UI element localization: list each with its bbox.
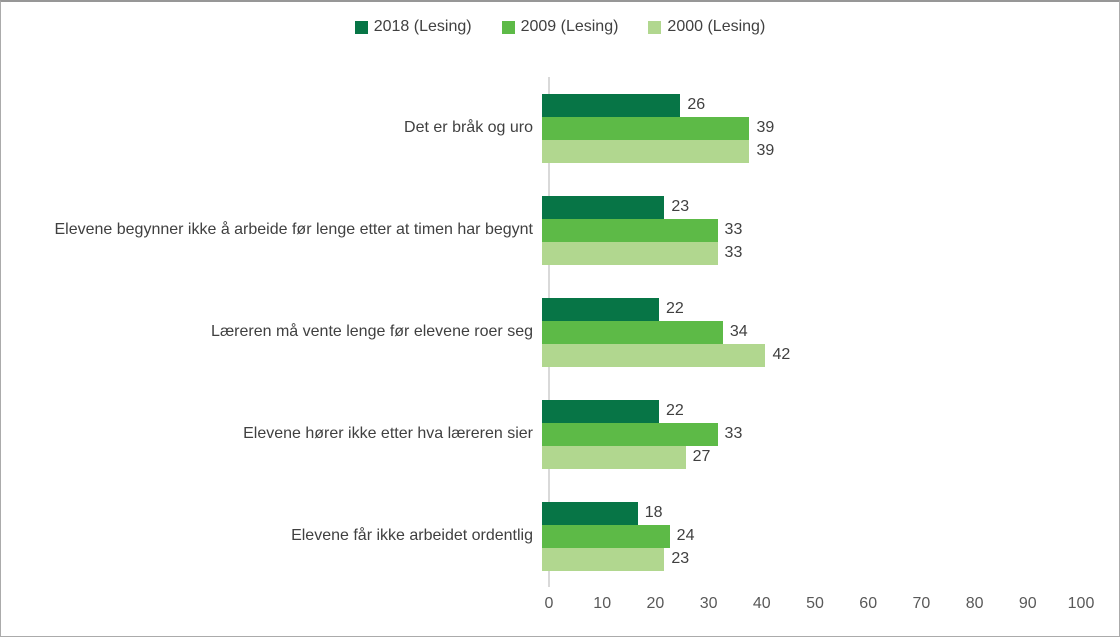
- bar-value-label: 39: [756, 142, 775, 159]
- bar: [542, 297, 660, 321]
- legend-swatch-icon: [648, 20, 662, 34]
- legend-item: 2000 (Lesing): [648, 18, 765, 36]
- chart-legend: 2018 (Lesing) 2009 (Lesing) 2000 (Lesing): [1, 18, 1119, 36]
- bars-group: 26 39 39: [542, 93, 1074, 163]
- x-tick-label: 60: [859, 595, 878, 612]
- x-tick-label: 50: [806, 595, 824, 612]
- bar: [542, 501, 638, 525]
- x-tick-label: 20: [646, 595, 665, 612]
- category-label: Elevene får ikke arbeidet ordentlig: [291, 527, 533, 544]
- x-tick-label: 80: [965, 595, 984, 612]
- bar: [542, 422, 718, 446]
- bar-row: 33: [542, 241, 1074, 265]
- bar-value-label: 23: [671, 550, 690, 567]
- bar-value-label: 27: [692, 448, 711, 465]
- bar-row: 34: [542, 320, 1074, 344]
- category-row: Det er bråk og uro 26 39 39: [1, 77, 1081, 179]
- x-tick-label: 90: [1018, 595, 1037, 612]
- bar-row: 24: [542, 524, 1074, 548]
- category-label: Læreren må vente lenge før elevene roer …: [211, 323, 533, 340]
- category-row: Elevene får ikke arbeidet ordentlig 18 24 2…: [1, 485, 1081, 587]
- x-tick-label: 70: [912, 595, 931, 612]
- legend-swatch-icon: [501, 20, 515, 34]
- plot-area: Det er bråk og uro 26 39 39 Elevene begynner…: [1, 77, 1081, 587]
- legend-item: 2018 (Lesing): [354, 18, 472, 36]
- bar-value-label: 22: [666, 300, 684, 317]
- bar-row: 42: [542, 343, 1074, 367]
- bar: [542, 241, 718, 265]
- category-label: Elevene begynner ikke å arbeide før leng…: [54, 221, 533, 238]
- bar: [542, 218, 718, 242]
- category-label-cell: Elevene får ikke arbeidet ordentlig: [1, 526, 542, 546]
- bar-row: 23: [542, 195, 1074, 219]
- bar-row: 39: [542, 116, 1074, 140]
- category-label-cell: Læreren må vente lenge før elevene roer …: [1, 322, 542, 342]
- bar: [542, 524, 670, 548]
- bar-row: 33: [542, 422, 1074, 446]
- category-label: Det er bråk og uro: [404, 119, 533, 136]
- bars-group: 18 24 23: [542, 501, 1074, 571]
- legend-swatch-icon: [354, 20, 368, 34]
- category-row: Elevene begynner ikke å arbeide før leng…: [1, 179, 1081, 281]
- category-label-cell: Elevene begynner ikke å arbeide før leng…: [1, 220, 542, 240]
- legend-label: 2009 (Lesing): [520, 18, 619, 35]
- bar: [542, 195, 665, 219]
- bar-row: 22: [542, 297, 1074, 321]
- bars-group: 22 34 42: [542, 297, 1074, 367]
- bar-value-label: 26: [687, 96, 706, 113]
- x-tick-label: 10: [593, 595, 612, 612]
- bar-row: 33: [542, 218, 1074, 242]
- bar-value-label: 39: [756, 119, 775, 136]
- bar-value-label: 22: [666, 402, 684, 419]
- bars-group: 23 33 33: [542, 195, 1074, 265]
- bar-row: 27: [542, 445, 1074, 469]
- bar-value-label: 24: [676, 527, 695, 544]
- legend-label: 2018 (Lesing): [373, 18, 472, 35]
- category-row: Elevene hører ikke etter hva læreren sie…: [1, 383, 1081, 485]
- bar-row: 18: [542, 501, 1074, 525]
- bar-row: 39: [542, 139, 1074, 163]
- bar: [542, 320, 723, 344]
- bar: [542, 93, 681, 117]
- x-tick-label: 100: [1067, 595, 1095, 612]
- x-tick-label: 30: [699, 595, 718, 612]
- category-label: Elevene hører ikke etter hva læreren sie…: [243, 425, 533, 442]
- legend-item: 2009 (Lesing): [501, 18, 619, 36]
- legend-label: 2000 (Lesing): [667, 18, 766, 35]
- category-label-cell: Elevene hører ikke etter hva læreren sie…: [1, 424, 542, 444]
- bar-value-label: 33: [724, 425, 743, 442]
- bar: [542, 116, 750, 140]
- category-row: Læreren må vente lenge før elevene roer …: [1, 281, 1081, 383]
- bars-group: 22 33 27: [542, 399, 1074, 469]
- bar-value-label: 33: [724, 221, 743, 238]
- bar-value-label: 34: [729, 323, 748, 340]
- bar-value-label: 23: [671, 198, 690, 215]
- bar-value-label: 33: [724, 244, 743, 261]
- x-tick-label: 0: [544, 595, 554, 612]
- bar: [542, 399, 660, 423]
- bar-row: 26: [542, 93, 1074, 117]
- category-label-cell: Det er bråk og uro: [1, 118, 542, 138]
- bar: [542, 547, 665, 571]
- bar-value-label: 18: [644, 504, 663, 521]
- x-tick-label: 40: [752, 595, 771, 612]
- x-axis-ticks: 0 10 20 30 40 50 60 70 80 90 100: [545, 595, 1095, 615]
- bar-row: 22: [542, 399, 1074, 423]
- bar: [542, 445, 686, 469]
- bar: [542, 343, 766, 367]
- bar: [542, 139, 750, 163]
- bar-row: 23: [542, 547, 1074, 571]
- bar-value-label: 42: [772, 346, 791, 363]
